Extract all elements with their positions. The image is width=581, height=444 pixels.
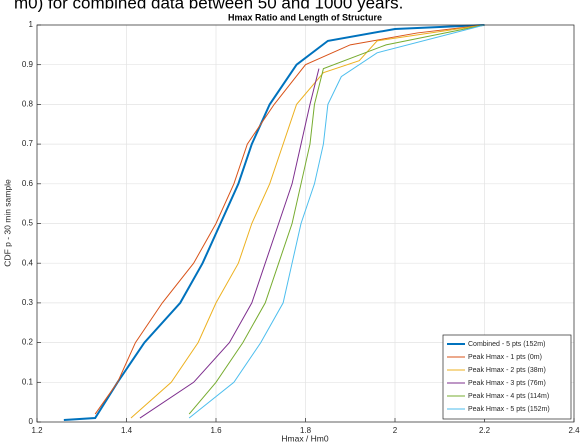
caption: m0) for combined data between 50 and 100… xyxy=(14,0,403,12)
x-tick-label: 1.8 xyxy=(300,426,312,435)
data-line xyxy=(130,24,485,419)
y-tick-label: 0.2 xyxy=(22,338,34,347)
plot-lines xyxy=(63,24,485,422)
y-tick-label: 0.6 xyxy=(22,179,34,188)
plot-frame xyxy=(36,24,575,423)
legend-label: Peak Hmax - 1 pts (0m) xyxy=(468,354,542,361)
y-tick-label: 1 xyxy=(29,20,34,29)
y-axis-label: CDF p - 30 min sample xyxy=(2,179,12,267)
data-line xyxy=(63,24,485,422)
chart-title: Hmax Ratio and Length of Structure xyxy=(228,12,382,22)
y-tick-label: 0.1 xyxy=(22,377,34,386)
legend-label: Peak Hmax - 2 pts (38m) xyxy=(468,367,546,374)
data-line xyxy=(94,24,485,415)
x-tick-label: 1.6 xyxy=(210,426,222,435)
y-tick-label: 0.8 xyxy=(22,100,34,109)
x-tick-label: 2.4 xyxy=(568,426,580,435)
x-tick-label: 2 xyxy=(393,426,398,435)
legend: Combined - 5 pts (152m) Peak Hmax - 1 pts… xyxy=(442,334,572,420)
legend-label: Peak Hmax - 3 pts (76m) xyxy=(468,380,546,387)
y-tick-label: 0 xyxy=(29,417,34,426)
data-line xyxy=(188,24,485,415)
y-tick-label: 0.7 xyxy=(22,139,34,148)
data-line xyxy=(188,24,485,419)
x-axis-label: Hmax / Hm0 xyxy=(281,433,329,443)
legend-box xyxy=(442,334,572,420)
legend-label: Peak Hmax - 5 pts (152m) xyxy=(468,406,550,413)
data-line xyxy=(139,68,320,419)
y-tick-label: 0.5 xyxy=(22,219,34,228)
x-tick-label: 1.2 xyxy=(31,426,43,435)
x-tick-label: 2.2 xyxy=(479,426,491,435)
y-tick-label: 0.3 xyxy=(22,298,34,307)
y-tick-label: 0.4 xyxy=(22,258,34,267)
legend-label: Peak Hmax - 4 pts (114m) xyxy=(468,393,549,400)
x-tick-label: 1.4 xyxy=(121,426,133,435)
legend-label: Combined - 5 pts (152m) xyxy=(468,341,545,348)
y-tick-label: 0.9 xyxy=(22,60,34,69)
